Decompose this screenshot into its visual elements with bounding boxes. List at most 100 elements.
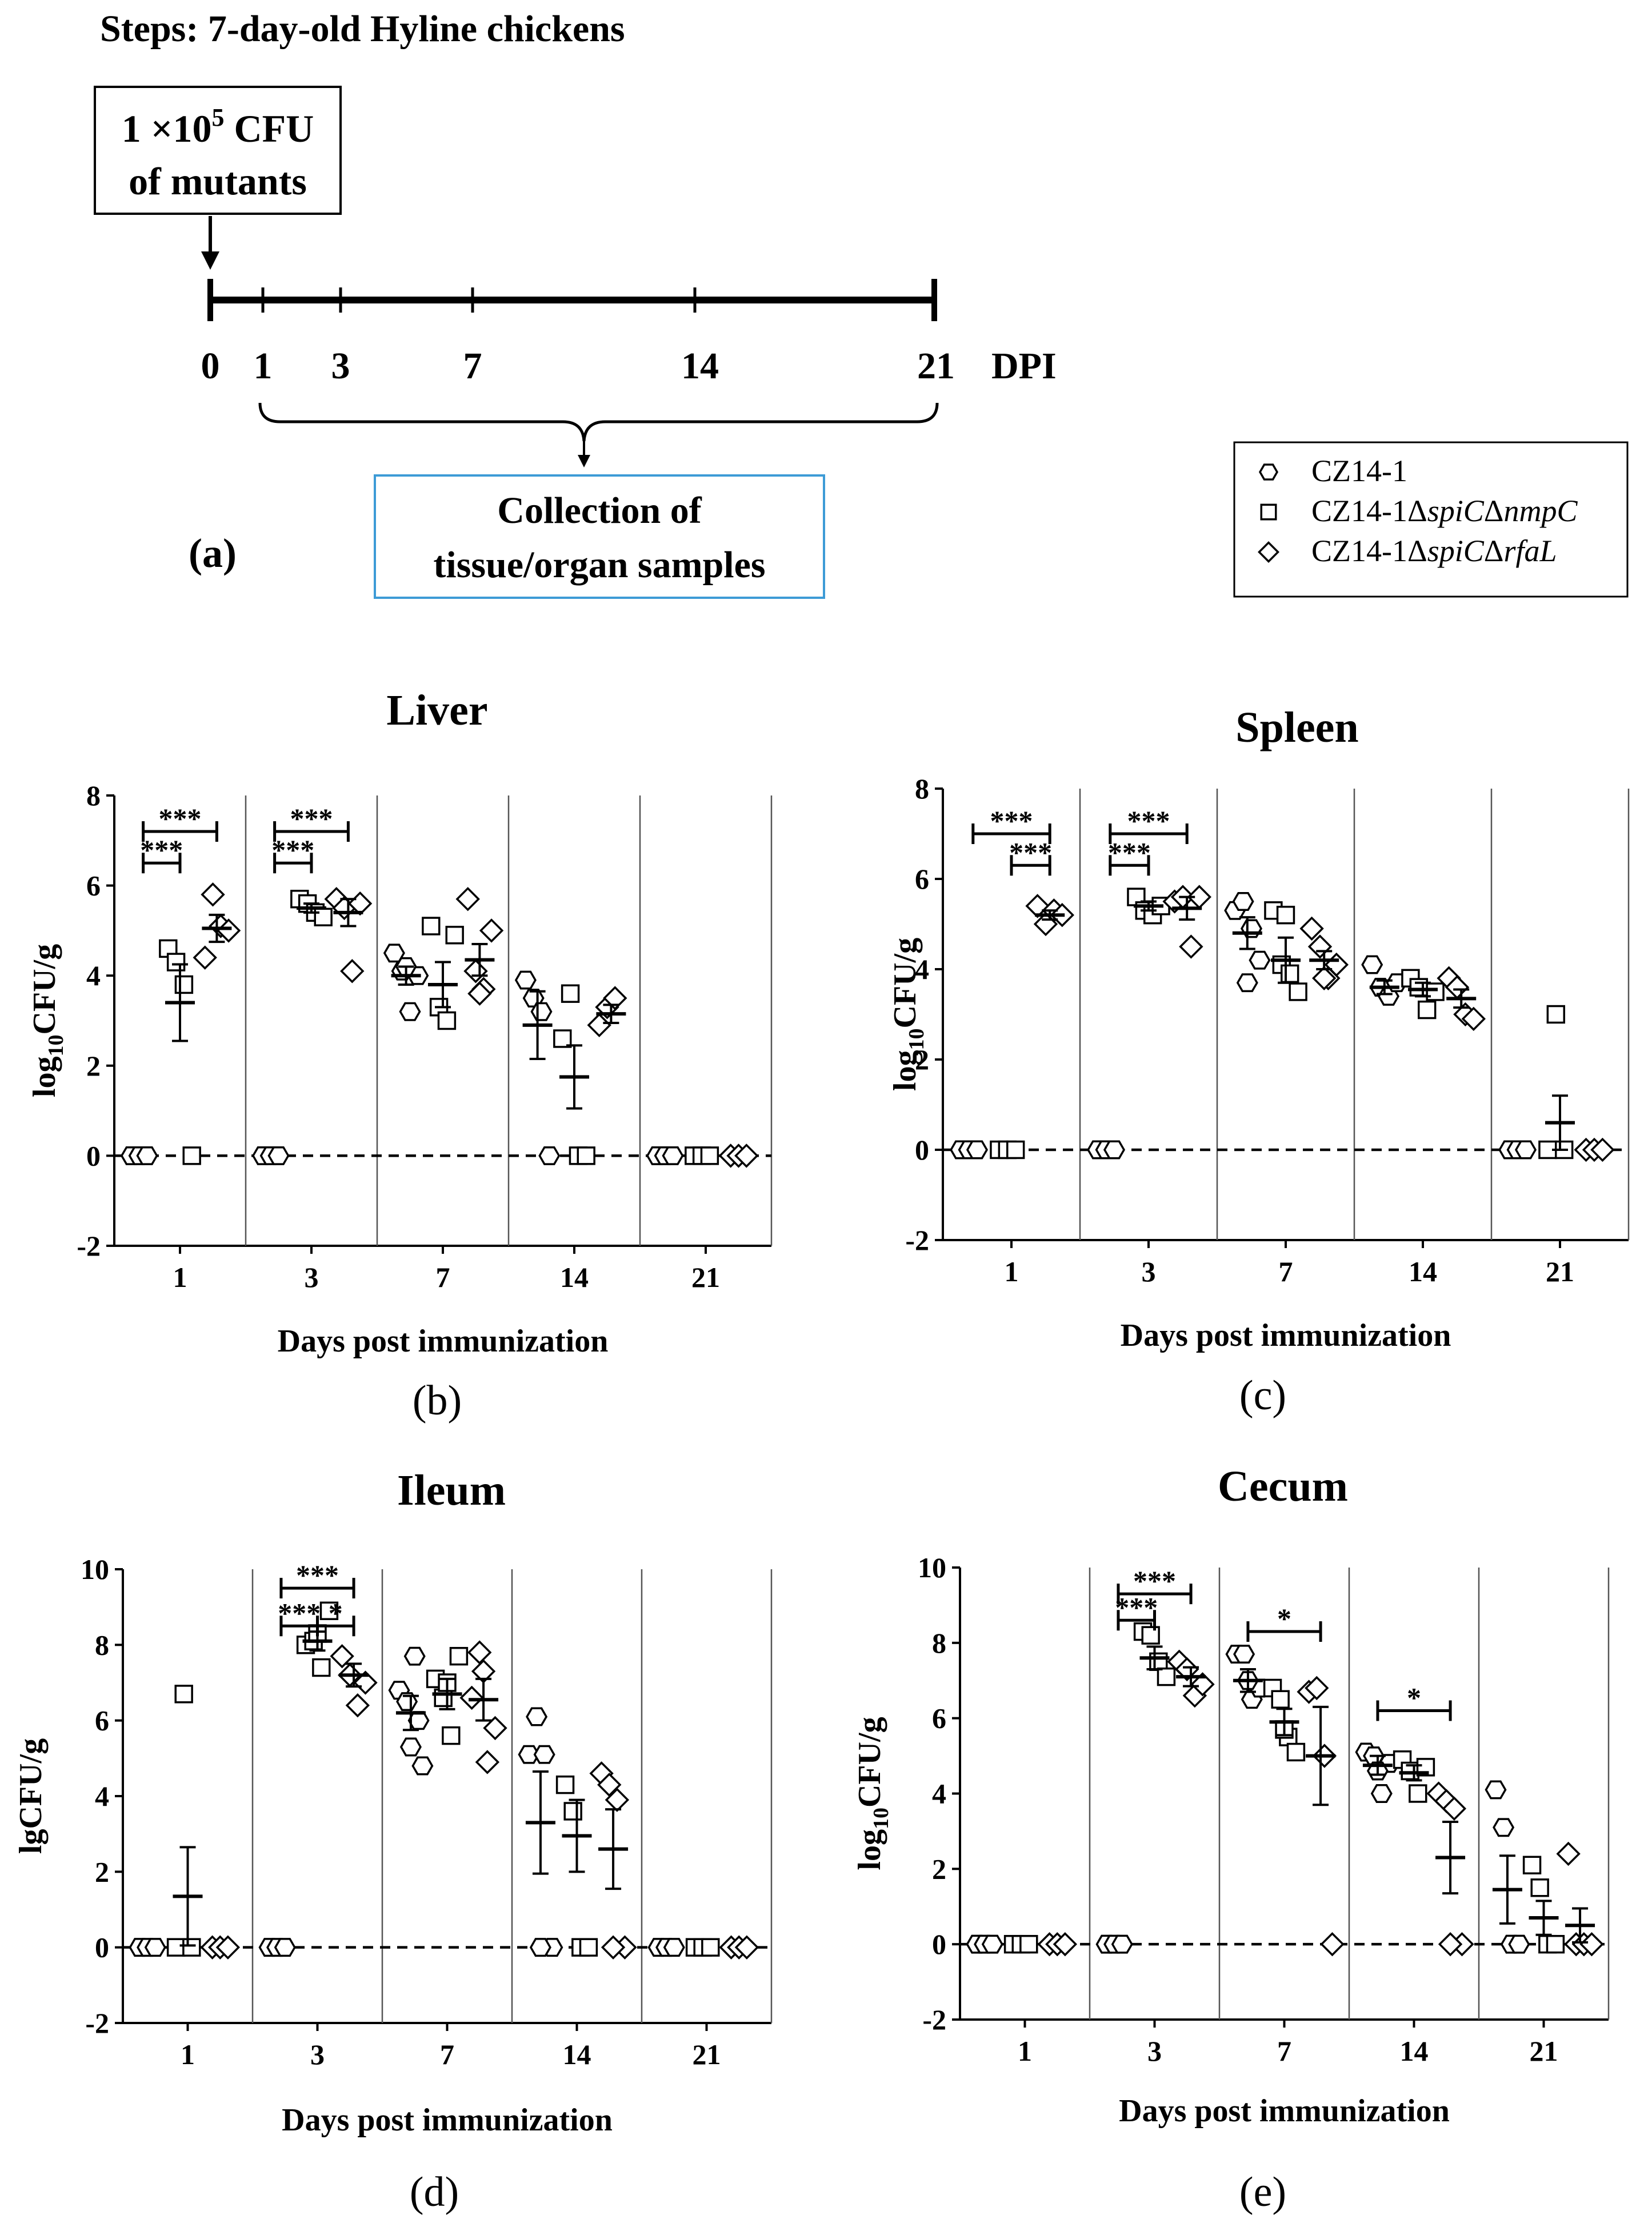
x-tick-label: 3: [1147, 2035, 1162, 2067]
data-point-diamond: [734, 1935, 759, 1960]
x-axis-label: Days post immunization: [1119, 2093, 1450, 2129]
data-point-diamond: [475, 1750, 500, 1774]
x-axis-label: Days post immunization: [1121, 1318, 1451, 1353]
data-point-hexagon: [1232, 892, 1254, 911]
y-tick-label: -2: [85, 2007, 109, 2039]
data-point-diamond: [587, 1013, 611, 1038]
collection-text-line2: tissue/organ samples: [433, 544, 765, 586]
data-point-square: [561, 984, 580, 1003]
x-axis-label: Days post immunization: [282, 2102, 613, 2138]
x-tick-label: 3: [310, 2038, 325, 2070]
data-point-diamond: [597, 1772, 622, 1797]
data-point-diamond: [215, 1935, 241, 1960]
y-axis-label: log10CFU/g: [887, 938, 929, 1091]
data-point-diamond: [605, 1788, 630, 1812]
data-point-hexagon: [1233, 1645, 1255, 1664]
data-point-square: [422, 917, 441, 935]
data-point-hexagon: [1493, 1818, 1515, 1837]
data-point-square: [1019, 1934, 1038, 1954]
steps-label: Steps: 7-day-old Hyline chickens: [100, 8, 625, 50]
data-point-hexagon: [518, 1745, 540, 1764]
y-axis-label: log10CFU/g: [852, 1717, 893, 1870]
y-tick-label: 4: [932, 1778, 946, 1810]
significance-label: ***: [278, 1597, 321, 1629]
data-point-hexagon: [526, 1707, 548, 1726]
collection-brace: [258, 402, 939, 442]
panel-label: (b): [413, 1377, 462, 1424]
timeline-unit: DPI: [991, 345, 1057, 387]
data-point-diamond: [459, 1685, 484, 1710]
y-tick-label: 8: [95, 1629, 109, 1661]
data-point-diamond: [345, 1693, 370, 1718]
data-point-diamond: [483, 1716, 507, 1741]
y-tick-label: -2: [922, 2004, 946, 2036]
y-tick-label: 8: [915, 773, 929, 805]
data-point-square: [579, 1938, 598, 1957]
data-point-diamond: [455, 887, 480, 911]
data-point-diamond: [1312, 966, 1337, 990]
data-point-square: [312, 1658, 331, 1677]
y-tick-label: 0: [932, 1928, 946, 1960]
data-point-diamond: [1438, 1932, 1463, 1957]
chart-ileum: Ileum -2 0 2 4 6 8 10 1 3 7 14 21 Days post immunizat…: [13, 1466, 773, 2216]
significance-label: ***: [159, 802, 202, 834]
data-point-hexagon: [981, 1934, 1003, 1954]
data-point-square: [577, 1146, 595, 1165]
y-tick-label: 0: [915, 1134, 929, 1166]
data-point-diamond: [1442, 1796, 1467, 1821]
data-point-diamond: [1590, 1137, 1615, 1162]
x-tick-label: 3: [305, 1261, 319, 1293]
data-point-square: [182, 1938, 201, 1957]
chart-liver: Liver -2 0 2 4 6 8 1 3 7 14 21 Days post immunizatio…: [27, 686, 773, 1424]
data-point-square: [1141, 1626, 1160, 1645]
data-point-square: [1426, 982, 1445, 1001]
dose-box: [94, 86, 342, 215]
data-point-diamond: [467, 1640, 492, 1665]
panel-label: (d): [410, 2169, 459, 2216]
x-tick-label: 1: [181, 2038, 195, 2070]
x-tick-label: 7: [1277, 2035, 1291, 2067]
data-point-diamond: [1179, 934, 1203, 959]
data-point-square: [445, 926, 464, 945]
data-point-hexagon: [529, 1938, 551, 1957]
chart-title: Liver: [386, 686, 487, 734]
data-point-hexagon: [411, 1756, 434, 1776]
chart-title: Cecum: [1218, 1462, 1348, 1510]
significance-label: ***: [290, 802, 333, 834]
y-tick-label: 2: [915, 1043, 929, 1075]
y-axis-label: log10CFU/g: [27, 944, 68, 1097]
y-tick-label: -2: [905, 1224, 929, 1256]
x-tick-label: 1: [1005, 1256, 1019, 1288]
data-point-hexagon: [399, 1737, 422, 1757]
data-point-square: [174, 1685, 193, 1704]
data-point-diamond: [201, 882, 225, 907]
panel-label-a: (a): [189, 530, 237, 576]
data-point-hexagon: [403, 1646, 426, 1666]
timeline-label-21: 21: [917, 345, 955, 387]
data-point-square: [314, 907, 333, 926]
data-point-diamond: [603, 986, 627, 1010]
data-point-square: [1149, 1652, 1168, 1671]
data-point-square: [700, 1146, 719, 1165]
legend-hexagon-icon: [1258, 463, 1279, 481]
data-point-hexagon: [514, 970, 537, 990]
timeline-label-7: 7: [463, 345, 482, 387]
data-point-diamond: [1320, 1932, 1345, 1957]
y-axis-label: lgCFU/g: [13, 1738, 49, 1854]
data-point-diamond: [463, 959, 488, 983]
x-tick-label: 14: [1400, 2035, 1429, 2067]
panel-label: (c): [1239, 1372, 1286, 1419]
data-point-square: [437, 1011, 457, 1030]
data-point-hexagon: [399, 1002, 421, 1021]
data-point-square: [1530, 1878, 1549, 1897]
collection-box: [374, 474, 825, 599]
data-point-square: [1271, 1690, 1290, 1709]
data-point-square: [1006, 1140, 1025, 1160]
data-point-hexagon: [274, 1938, 296, 1957]
data-point-diamond: [1053, 1932, 1078, 1957]
data-point-square: [555, 1775, 575, 1794]
timeline-label-1: 1: [254, 345, 273, 387]
data-point-hexagon: [1103, 1140, 1126, 1160]
data-point-square: [166, 1938, 186, 1957]
